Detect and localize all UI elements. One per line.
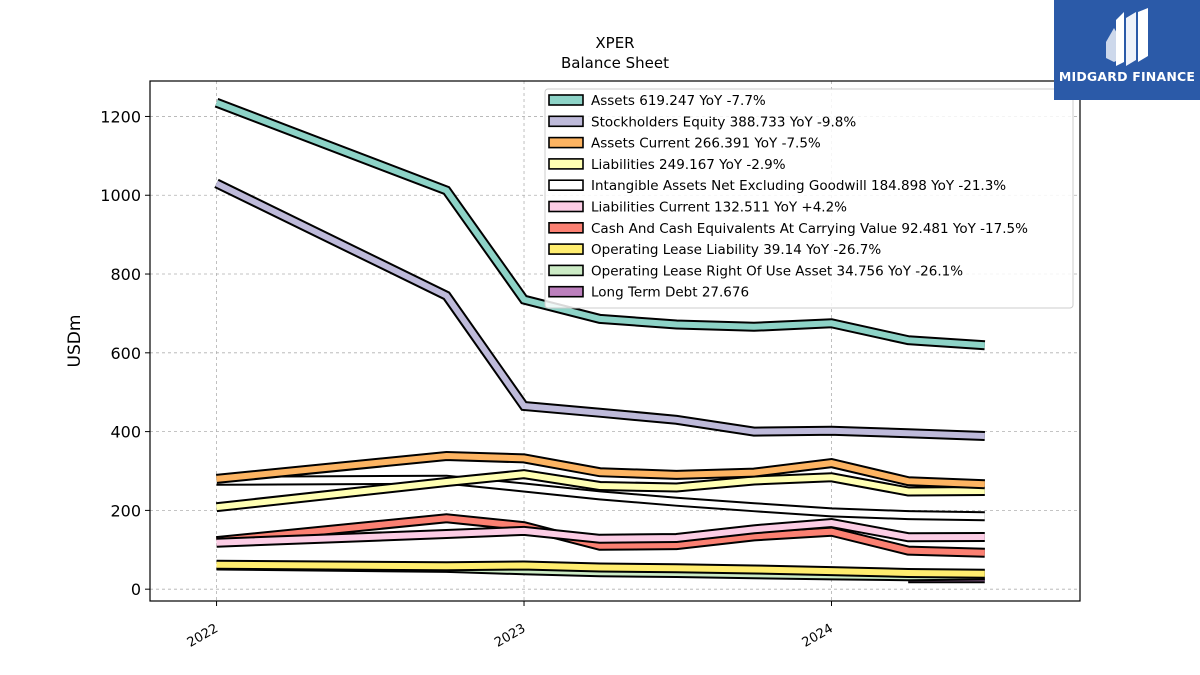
- y-tick-label: 800: [110, 265, 141, 284]
- legend-swatch: [548, 222, 584, 234]
- series-line-stockholders-equity-fill: [215, 180, 985, 439]
- series-line-cash-and-cash-equivalents-at-carrying-value: [216, 513, 985, 558]
- legend-entry: Operating Lease Right Of Use Asset 34.75…: [591, 263, 963, 279]
- series-line-assets: [214, 98, 986, 351]
- legend-swatch: [548, 158, 584, 170]
- legend-swatch: [548, 115, 584, 128]
- series-line-liabilities-fill: [216, 471, 985, 511]
- series-line-liabilities-current: [216, 517, 985, 548]
- legend-entry: Operating Lease Liability 39.14 YoY -26.…: [591, 242, 881, 258]
- x-tick-label: 2022: [185, 621, 221, 651]
- legend-entry: Liabilities Current 132.511 YoY +4.2%: [591, 200, 847, 216]
- legend-entry: Assets Current 266.391 YoY -7.5%: [591, 136, 821, 152]
- x-tick-label: 2023: [492, 621, 528, 651]
- legend-swatch: [548, 136, 584, 149]
- y-tick-label: 1200: [100, 107, 141, 126]
- series-line-operating-lease-liability-fill: [216, 561, 985, 577]
- plot-frame: [149, 80, 1081, 602]
- legend-swatch: [548, 264, 584, 277]
- chart-subtitle: Balance Sheet: [561, 54, 669, 72]
- series-lines: [214, 98, 986, 584]
- legend-entry: Assets 619.247 YoY -7.7%: [591, 93, 766, 109]
- series-line-assets-current-fill: [216, 452, 985, 488]
- y-tick-label: 400: [110, 423, 141, 442]
- legend-entry: Intangible Assets Net Excluding Goodwill…: [591, 178, 1006, 194]
- legend-swatch: [548, 285, 584, 298]
- legend-entry: Cash And Cash Equivalents At Carrying Va…: [591, 221, 1028, 237]
- midgard-finance-logo: MIDGARD FINANCE: [1054, 0, 1200, 100]
- series-line-assets-fill: [215, 99, 985, 349]
- legend-swatch: [548, 94, 584, 106]
- logo-mark-icon: [1106, 8, 1148, 66]
- y-axis-label: USDm: [65, 315, 85, 368]
- legend-swatch: [548, 179, 584, 191]
- series-line-liabilities: [215, 469, 985, 513]
- series-line-liabilities-current-fill: [216, 519, 985, 546]
- series-line-cash-and-cash-equivalents-at-carrying-value-fill: [216, 515, 985, 556]
- legend-swatch: [548, 243, 584, 255]
- legend-swatch: [548, 200, 584, 213]
- legend-entry: Liabilities 249.167 YoY -2.9%: [591, 157, 786, 173]
- legend-entry: Long Term Debt 27.676: [591, 285, 749, 301]
- legend: Assets 619.247 YoY -7.7% Stockholders Equ…: [544, 88, 1074, 309]
- x-tick-label: 2024: [800, 621, 836, 651]
- y-tick-label: 200: [110, 501, 141, 520]
- series-line-operating-lease-liability: [216, 559, 985, 579]
- y-tick-label: 1000: [100, 186, 141, 205]
- legend-entry: Stockholders Equity 388.733 YoY -9.8%: [591, 114, 856, 130]
- legend-box: [544, 88, 1074, 309]
- series-line-stockholders-equity: [214, 178, 985, 441]
- series-line-assets-current: [216, 450, 985, 490]
- logo-text: MIDGARD FINANCE: [1058, 69, 1196, 84]
- y-tick-label: 600: [110, 344, 141, 363]
- y-tick-label: 0: [131, 580, 141, 599]
- chart-title: XPER: [595, 34, 634, 52]
